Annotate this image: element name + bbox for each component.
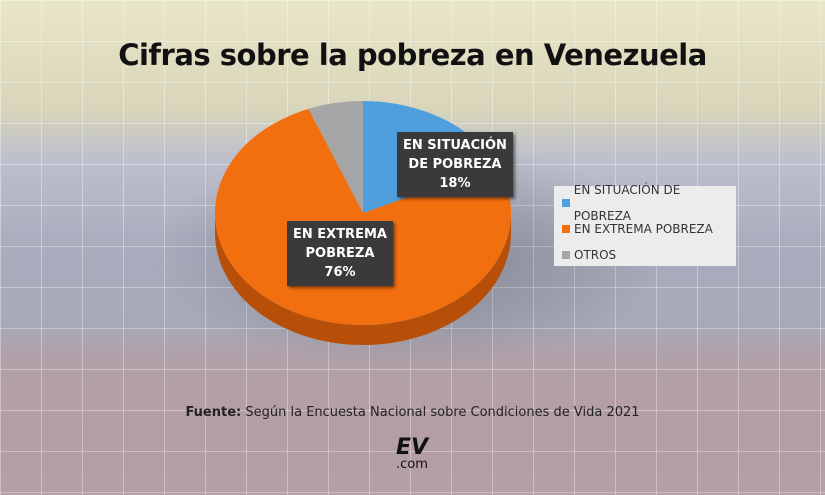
legend-swatch bbox=[562, 251, 570, 259]
legend-item: EN SITUACIÓN DE POBREZA bbox=[562, 183, 736, 223]
source-note: Fuente: Según la Encuesta Nacional sobre… bbox=[0, 405, 825, 420]
label-value: 76% bbox=[324, 265, 356, 280]
logo-sub: .com bbox=[396, 457, 428, 472]
legend-item: EN EXTREMA POBREZA bbox=[562, 216, 736, 242]
logo: EV .com bbox=[392, 435, 432, 472]
legend-swatch bbox=[562, 199, 570, 207]
legend-item: OTROS bbox=[562, 242, 736, 268]
pie-depth bbox=[215, 213, 511, 345]
legend-label: OTROS bbox=[574, 248, 617, 262]
data-label-extrema: EN EXTREMA POBREZA 76% bbox=[287, 221, 393, 286]
label-line: POBREZA bbox=[305, 246, 375, 261]
label-line: DE POBREZA bbox=[408, 157, 502, 172]
legend-label: EN EXTREMA POBREZA bbox=[574, 222, 713, 236]
chart-title: Cifras sobre la pobreza en Venezuela bbox=[118, 38, 707, 72]
logo-mark: EV bbox=[395, 435, 429, 460]
legend-swatch bbox=[562, 225, 570, 233]
pie-slice-2 bbox=[308, 101, 363, 213]
legend: EN SITUACIÓN DE POBREZA EN EXTREMA POBRE… bbox=[554, 183, 736, 268]
legend-label: EN SITUACIÓN DE POBREZA bbox=[573, 183, 681, 223]
label-line: EN SITUACIÓN bbox=[403, 138, 507, 153]
label-line: EN EXTREMA bbox=[293, 227, 387, 242]
source-text: Según la Encuesta Nacional sobre Condici… bbox=[241, 405, 640, 420]
source-label: Fuente: bbox=[185, 405, 242, 420]
data-label-situacion: EN SITUACIÓN DE POBREZA 18% bbox=[397, 132, 513, 197]
label-value: 18% bbox=[439, 176, 471, 191]
